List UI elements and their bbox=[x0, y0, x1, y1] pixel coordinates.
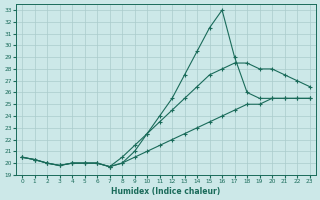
X-axis label: Humidex (Indice chaleur): Humidex (Indice chaleur) bbox=[111, 187, 220, 196]
